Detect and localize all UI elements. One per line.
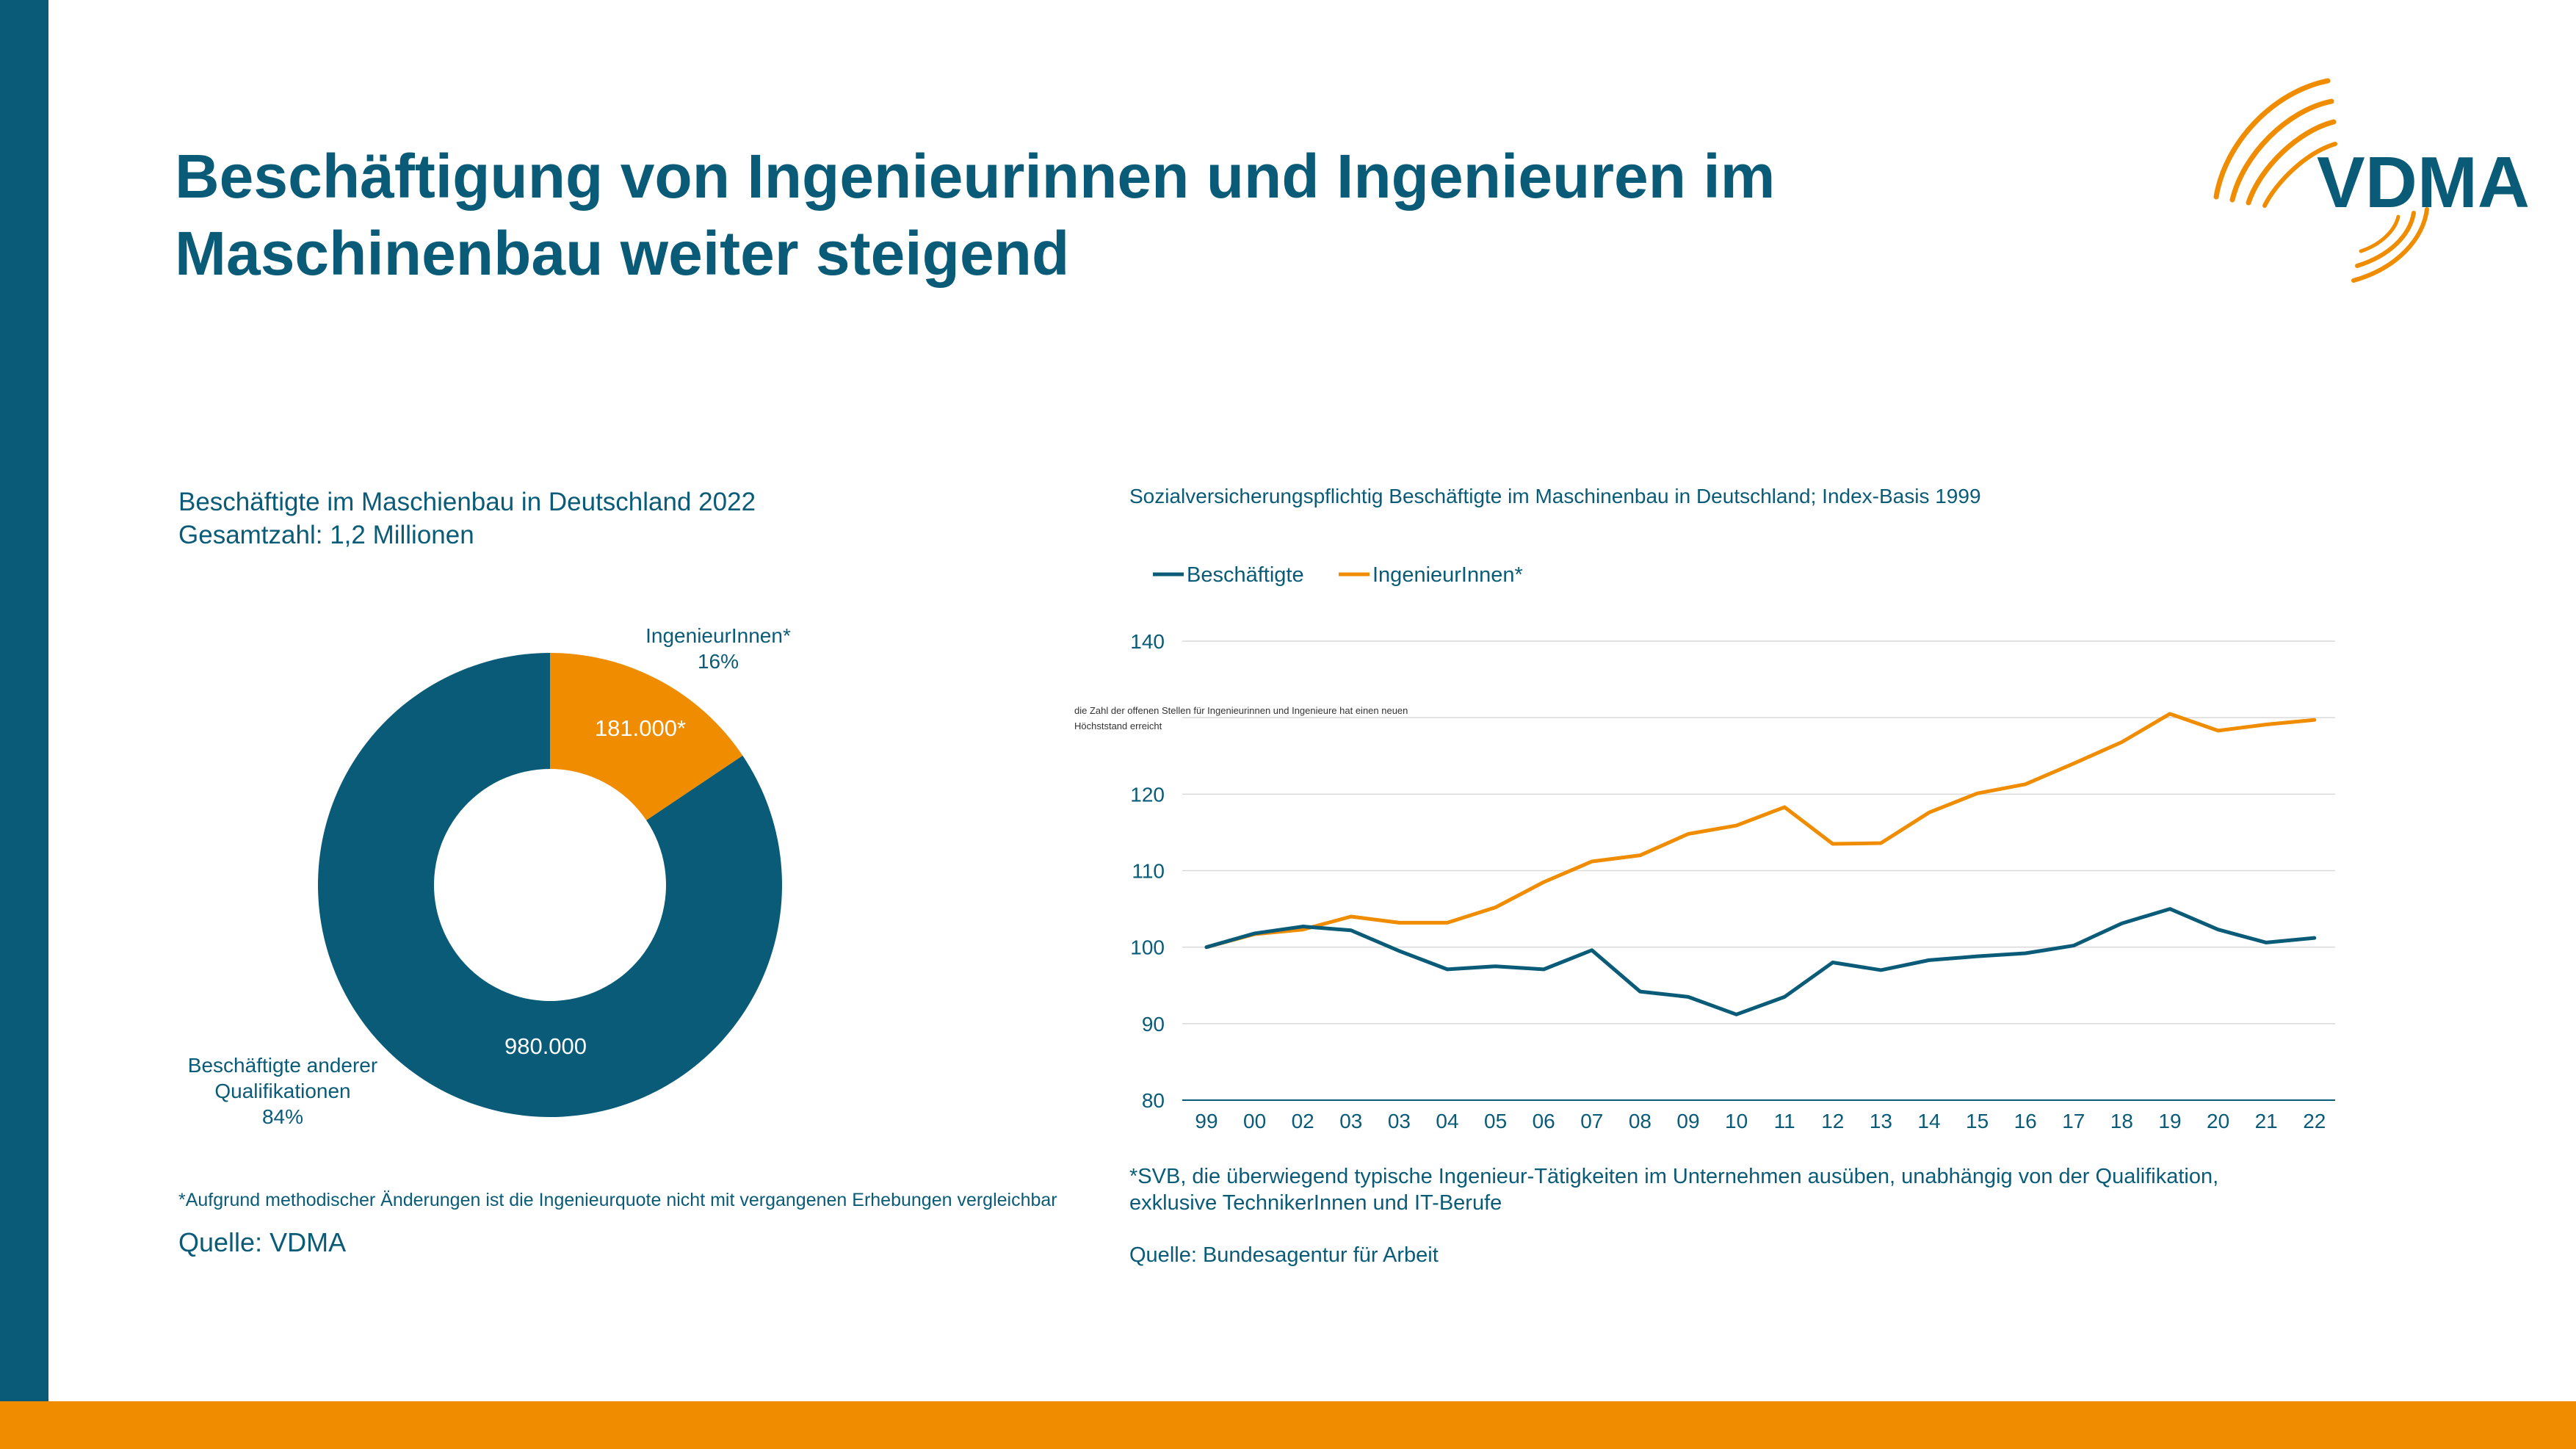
- y-tick-label: 140: [1130, 630, 1165, 653]
- chart-annotation-line1: die Zahl der offenen Stellen für Ingenie…: [1074, 705, 1408, 716]
- x-tick-label: 14: [1917, 1110, 1940, 1132]
- slice-label-others-line2: Qualifikationen: [214, 1080, 350, 1102]
- x-tick-label: 20: [2207, 1110, 2229, 1132]
- slice-value-engineers: 181.000*: [595, 715, 686, 741]
- x-tick-label: 02: [1292, 1110, 1314, 1132]
- line-chart: Beschäftigte IngenieurInnen* 80 90 100 110 1…: [1074, 563, 2335, 1132]
- chart-annotation-line2: Höchststand erreicht: [1074, 720, 1162, 731]
- vdma-arcs-logo-icon: [2213, 78, 2429, 283]
- x-tick-label: 05: [1484, 1110, 1507, 1132]
- x-tick-label: 04: [1436, 1110, 1458, 1132]
- donut-slice-1: [318, 653, 782, 1117]
- slice-label-engineers: IngenieurInnen*: [645, 624, 791, 647]
- line-footnote-line2: exklusive TechnikerInnen und IT-Berufe: [1129, 1191, 1502, 1215]
- x-tick-label: 09: [1676, 1110, 1699, 1132]
- slice-value-others: 980.000: [504, 1033, 587, 1059]
- donut-slice-0: [550, 653, 743, 820]
- x-tick-label: 07: [1580, 1110, 1603, 1132]
- x-tick-label: 00: [1243, 1110, 1266, 1132]
- y-tick-label: 110: [1132, 860, 1165, 883]
- line-footnote-line1: *SVB, die überwiegend typische Ingenieur…: [1129, 1165, 2219, 1188]
- x-tick-label: 03: [1339, 1110, 1362, 1132]
- x-tick-label: 15: [1966, 1110, 1989, 1132]
- donut-chart-subtitle: Gesamtzahl: 1,2 Millionen: [178, 521, 474, 549]
- x-tick-label: 22: [2303, 1110, 2326, 1132]
- line-chart-title: Sozialversicherungspflichtig Beschäftigt…: [1129, 485, 1981, 507]
- donut-source: Quelle: VDMA: [178, 1227, 347, 1257]
- x-tick-label: 17: [2062, 1110, 2085, 1132]
- donut-footnote: *Aufgrund methodischer Änderungen ist di…: [178, 1190, 1057, 1210]
- bottom-accent-bar: [0, 1401, 2576, 1449]
- x-tick-label: 21: [2255, 1110, 2278, 1132]
- x-tick-label: 13: [1870, 1110, 1892, 1132]
- y-tick-label: 80: [1142, 1089, 1165, 1112]
- x-tick-label: 08: [1629, 1110, 1651, 1132]
- x-tick-label: 12: [1821, 1110, 1844, 1132]
- left-accent-bar: [0, 0, 48, 1401]
- slice-label-others-line1: Beschäftigte anderer: [188, 1054, 377, 1077]
- legend-label-employees: Beschäftigte: [1187, 563, 1304, 587]
- vdma-logo: VDMA: [2213, 78, 2530, 283]
- series-line-ingenieurinnen: [1204, 712, 2317, 950]
- x-tick-label: 16: [2014, 1110, 2037, 1132]
- x-tick-label: 03: [1388, 1110, 1411, 1132]
- slice-percent-engineers: 16%: [698, 650, 739, 673]
- y-tick-label: 90: [1142, 1013, 1165, 1036]
- x-tick-label: 11: [1774, 1110, 1795, 1132]
- page-title: Beschäftigung von Ingenieurinnen und Ing…: [175, 142, 1776, 288]
- vdma-logo-text: VDMA: [2317, 142, 2530, 223]
- donut-chart: IngenieurInnen* 16% 181.000* 980.000 Bes…: [188, 624, 791, 1128]
- x-tick-label: 18: [2110, 1110, 2133, 1132]
- line-source: Quelle: Bundesagentur für Arbeit: [1129, 1243, 1439, 1267]
- series-line-beschftigte: [1204, 907, 2317, 1016]
- legend-label-engineers: IngenieurInnen*: [1372, 563, 1523, 587]
- x-tick-label: 06: [1533, 1110, 1555, 1132]
- donut-chart-title: Beschäftigte im Maschienbau in Deutschla…: [178, 488, 756, 516]
- y-tick-label: 100: [1130, 936, 1165, 959]
- x-tick-label: 19: [2158, 1110, 2181, 1132]
- y-tick-label: 120: [1130, 783, 1165, 806]
- x-tick-label: 99: [1195, 1110, 1218, 1132]
- x-tick-label: 10: [1725, 1110, 1748, 1132]
- legend: Beschäftigte IngenieurInnen*: [1153, 563, 1523, 587]
- slice-percent-others: 84%: [262, 1105, 303, 1128]
